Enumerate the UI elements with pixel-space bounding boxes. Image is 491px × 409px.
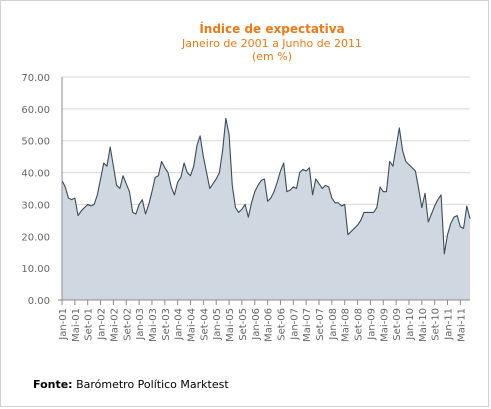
y-tick-label: 20.00: [21, 232, 50, 243]
x-tick-label: Set-04: [199, 308, 210, 341]
x-tick-label: Jan-02: [97, 308, 108, 341]
series-area: [61, 117, 471, 300]
y-axis-ticks: 0.00 10.00 20.00 30.00 40.00 50.00 60.00 70.00: [21, 73, 50, 307]
x-tick-label: Jan-11: [444, 308, 455, 341]
x-tick-label: Set-01: [84, 308, 95, 341]
x-tick-label: Set-03: [161, 308, 172, 341]
x-tick-label: Mai-02: [109, 308, 120, 342]
series-fill: [62, 118, 470, 300]
x-tick-label: Set-05: [238, 308, 249, 341]
x-tick-label: Set-09: [392, 308, 403, 341]
x-tick-label: Mai-04: [187, 308, 198, 342]
x-tick-label: Mai-06: [264, 308, 275, 342]
x-tick-label: Set-07: [315, 308, 326, 341]
y-tick-label: 50.00: [21, 137, 50, 148]
x-tick-label: Mai-10: [418, 308, 429, 342]
x-tick-label: Mai-09: [379, 308, 390, 342]
x-tick-label: Jan-01: [58, 308, 69, 341]
x-tick-label: Mai-11: [456, 308, 467, 342]
series-line: [61, 117, 471, 255]
x-tick-label: Set-06: [276, 308, 287, 341]
x-tick-label: Set-02: [122, 308, 133, 341]
x-tick-label: Set-08: [354, 308, 365, 341]
x-tick-label: Set-10: [431, 308, 442, 341]
x-tick-label: Mai-05: [225, 308, 236, 342]
y-tick-label: 40.00: [21, 169, 50, 180]
chart-title: Índice de expectativa: [199, 21, 344, 36]
source-note: Fonte: Barómetro Político Marktest: [33, 378, 229, 391]
x-tick-label: Jan-09: [366, 308, 377, 341]
y-tick-label: 60.00: [21, 105, 50, 116]
x-tick-label: Mai-08: [341, 308, 352, 342]
y-tick-label: 0.00: [28, 296, 50, 307]
x-tick-label: Jan-03: [135, 308, 146, 341]
y-tick-label: 10.00: [21, 264, 50, 275]
chart-unit-label: (em %): [252, 50, 292, 63]
chart-subtitle: Janeiro de 2001 a Junho de 2011: [181, 37, 362, 50]
y-tick-label: 30.00: [21, 200, 50, 211]
x-tick-label: Mai-07: [302, 308, 313, 342]
source-text: Barómetro Político Marktest: [76, 378, 229, 391]
x-tick-label: Jan-04: [174, 308, 185, 341]
source-label: Fonte:: [33, 378, 73, 391]
x-tick-label: Jan-06: [251, 308, 262, 341]
x-tick-label: Jan-10: [405, 308, 416, 341]
x-tick-label: Jan-05: [212, 308, 223, 341]
x-tick-label: Mai-03: [148, 308, 159, 342]
x-tick-label: Jan-07: [289, 308, 300, 341]
y-tick-label: 70.00: [21, 73, 50, 84]
x-tick-label: Jan-08: [328, 308, 339, 341]
x-tick-label: Mai-01: [71, 308, 82, 342]
x-axis-ticks: Jan-01 Mai-01 Set-01 Jan-02 Mai-02 Set-02 Jan-…: [58, 300, 467, 342]
